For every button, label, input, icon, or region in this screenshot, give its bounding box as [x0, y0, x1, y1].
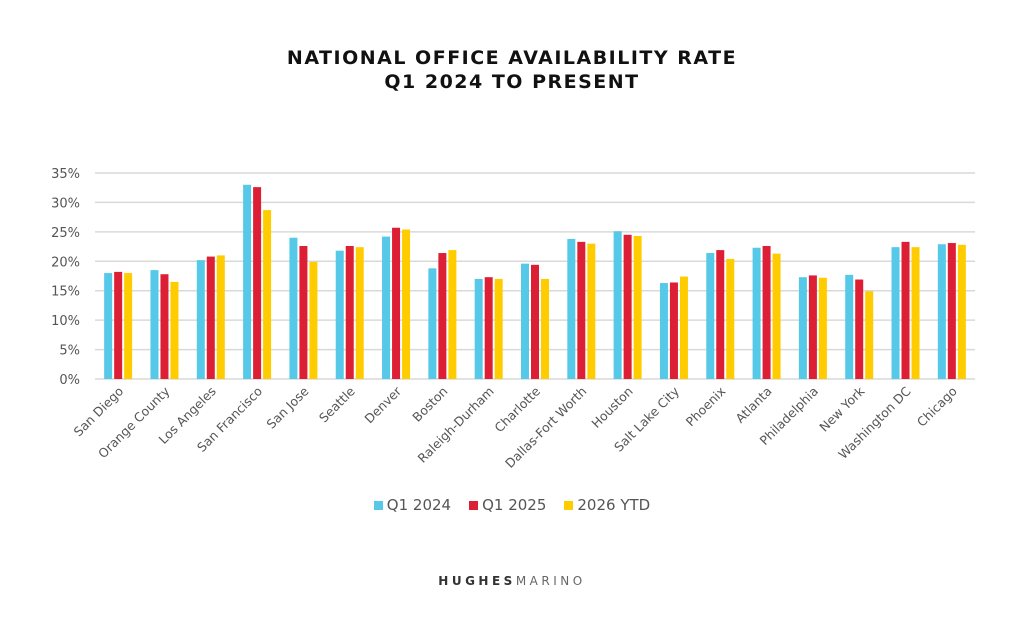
- legend-item-2026-ytd: 2026 YTD: [564, 496, 650, 514]
- legend-item-q1-2024: Q1 2024: [373, 496, 452, 514]
- y-tick-label: 15%: [51, 285, 80, 300]
- bar-q1-2024: [937, 244, 946, 379]
- y-tick-label: 0%: [59, 373, 80, 388]
- x-tick-label: Atlanta: [732, 384, 774, 426]
- y-tick-label: 10%: [51, 314, 80, 329]
- bar-2026-ytd: [494, 278, 503, 379]
- bar-2026-ytd: [216, 255, 225, 379]
- x-tick-label: Phoenix: [683, 384, 729, 430]
- bar-q1-2024: [196, 260, 205, 379]
- legend-label: 2026 YTD: [577, 496, 651, 514]
- y-tick-label: 20%: [51, 255, 80, 270]
- bar-2026-ytd: [587, 243, 596, 379]
- hughes-marino-logo: HUGHESMARINO: [0, 574, 1024, 588]
- bar-q1-2024: [752, 247, 761, 379]
- x-tick-label: Chicago: [914, 384, 960, 430]
- bar-2026-ytd: [679, 276, 688, 379]
- bar-2026-ytd: [633, 235, 642, 379]
- bar-2026-ytd: [124, 273, 133, 379]
- bar-2026-ytd: [448, 250, 457, 379]
- bar-q1-2025: [114, 271, 123, 379]
- legend-label: Q1 2025: [482, 496, 547, 514]
- chart-title: NATIONAL OFFICE AVAILABILITY RATE Q1 202…: [0, 46, 1024, 94]
- bar-q1-2024: [521, 263, 529, 379]
- x-tick-label: Houston: [588, 384, 635, 431]
- bar-q1-2025: [299, 245, 308, 379]
- bar-q1-2024: [335, 250, 344, 379]
- legend-swatch: [469, 500, 479, 510]
- bar-q1-2024: [382, 236, 391, 379]
- bar-q1-2025: [206, 256, 215, 379]
- bar-2026-ytd: [957, 244, 966, 379]
- bar-q1-2025: [577, 241, 586, 379]
- bar-q1-2025: [484, 277, 493, 379]
- bar-2026-ytd: [772, 253, 781, 379]
- x-tick-label: San Jose: [263, 383, 311, 431]
- bar-q1-2024: [289, 237, 298, 379]
- legend-label: Q1 2024: [386, 496, 452, 514]
- bar-q1-2025: [716, 250, 725, 379]
- bar-q1-2025: [855, 279, 864, 379]
- bar-q1-2025: [345, 245, 354, 379]
- bar-q1-2025: [623, 234, 632, 379]
- bar-q1-2025: [762, 245, 771, 379]
- y-tick-label: 25%: [51, 226, 80, 241]
- bar-q1-2025: [947, 243, 956, 379]
- chart-subtitle: Q1 2024 TO PRESENT: [384, 71, 640, 93]
- bar-2026-ytd: [865, 291, 874, 379]
- bar-q1-2024: [428, 268, 437, 379]
- logo-light: MARINO: [515, 574, 586, 588]
- x-tick-label: Dallas-Fort Worth: [502, 384, 589, 471]
- bar-q1-2025: [901, 241, 910, 379]
- bar-2026-ytd: [541, 278, 549, 379]
- bar-q1-2024: [150, 270, 159, 379]
- bar-q1-2024: [845, 274, 854, 379]
- y-tick-label: 35%: [51, 167, 80, 182]
- bar-q1-2024: [474, 278, 483, 379]
- legend-item-q1-2025: Q1 2025: [469, 496, 546, 514]
- y-tick-label: 30%: [51, 196, 80, 211]
- legend: Q1 2024 Q1 2025 2026 YTD: [0, 496, 1024, 514]
- bar-q1-2025: [160, 274, 169, 379]
- bar-q1-2025: [669, 282, 678, 379]
- x-tick-label: Boston: [409, 384, 450, 425]
- bar-q1-2024: [613, 231, 622, 379]
- bar-2026-ytd: [170, 281, 179, 379]
- bar-2026-ytd: [726, 258, 735, 379]
- y-tick-label: 5%: [59, 344, 80, 359]
- bar-q1-2025: [808, 275, 817, 379]
- bar-q1-2025: [253, 187, 262, 379]
- bar-q1-2024: [659, 283, 668, 379]
- bar-2026-ytd: [263, 210, 272, 379]
- legend-swatch: [373, 500, 383, 510]
- bar-q1-2024: [798, 277, 807, 379]
- bar-q1-2024: [104, 273, 113, 379]
- x-tick-label: Denver: [361, 383, 404, 426]
- legend-swatch: [564, 500, 574, 510]
- x-tick-label: Seattle: [316, 383, 358, 425]
- bar-q1-2024: [243, 184, 252, 379]
- bar-2026-ytd: [402, 229, 411, 379]
- bar-2026-ytd: [309, 261, 318, 379]
- bar-q1-2025: [531, 264, 539, 379]
- bar-2026-ytd: [818, 277, 827, 379]
- bar-q1-2024: [891, 247, 900, 379]
- bar-q1-2024: [567, 238, 576, 379]
- bar-q1-2024: [706, 253, 715, 379]
- bar-q1-2025: [438, 253, 447, 379]
- logo-bold: HUGHES: [438, 574, 516, 588]
- bar-2026-ytd: [355, 247, 364, 379]
- bar-q1-2025: [392, 227, 401, 379]
- bar-2026-ytd: [911, 247, 920, 379]
- chart-title-line1: NATIONAL OFFICE AVAILABILITY RATE: [286, 47, 738, 69]
